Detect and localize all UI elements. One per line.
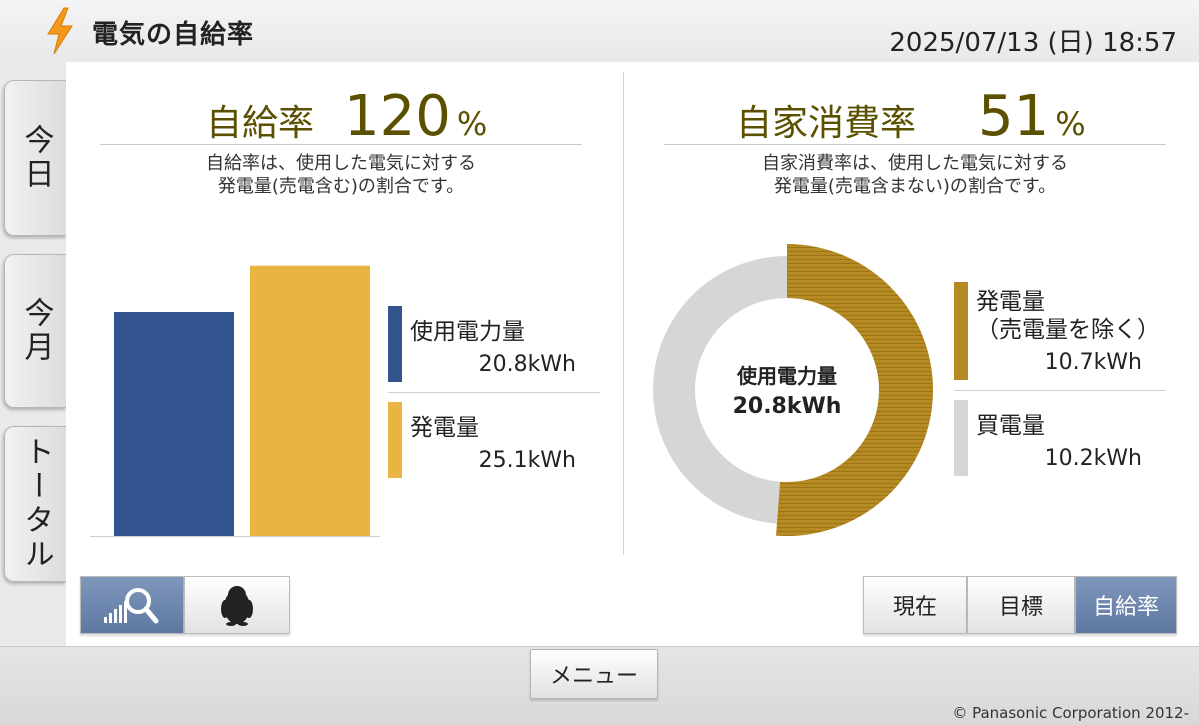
donut-slice-self-consumed bbox=[776, 244, 934, 536]
signal-search-icon bbox=[104, 588, 159, 624]
legend-swatch-self-consumed bbox=[954, 282, 968, 380]
current-button[interactable]: 現在 bbox=[863, 576, 967, 634]
legend-separator-right bbox=[954, 390, 1166, 391]
legend-swatch-purchased bbox=[954, 400, 968, 476]
legend-swatch-generation bbox=[388, 402, 402, 478]
tab-today[interactable]: 今日 bbox=[4, 80, 66, 236]
footer-bar: メニュー © Panasonic Corporation 2012- bbox=[0, 646, 1199, 725]
donut-center-label: 使用電力量 bbox=[737, 364, 837, 388]
header-bar: 電気の自給率 2025/07/13 (日) 18:57 bbox=[0, 0, 1199, 66]
self-consumption-value: 51 bbox=[978, 84, 1050, 149]
character-button[interactable] bbox=[184, 576, 290, 634]
legend-swatch-usage bbox=[388, 306, 402, 382]
copyright-text: © Panasonic Corporation 2012- bbox=[952, 704, 1189, 722]
legend-label-self-consumed: 発電量 （売電量を除く） bbox=[976, 288, 1160, 344]
self-consumption-label: 自家消費率 bbox=[736, 103, 917, 144]
penguin-icon bbox=[221, 586, 253, 626]
tab-total-label: トータル bbox=[18, 436, 54, 572]
self-consumption-unit: % bbox=[1055, 105, 1086, 143]
page-title: 電気の自給率 bbox=[92, 20, 255, 50]
legend-label-generation: 発電量 bbox=[410, 415, 479, 441]
self-consumption-desc-line2: 発電量(売電含まない)の割合です。 bbox=[773, 176, 1057, 197]
self-sufficiency-bar-chart bbox=[90, 265, 380, 537]
tab-today-label: 今日 bbox=[18, 124, 54, 192]
display-mode-buttons: 現在 目標 自給率 bbox=[863, 576, 1177, 634]
datetime-display: 2025/07/13 (日) 18:57 bbox=[889, 28, 1177, 58]
self-consumption-donut-chart bbox=[653, 244, 934, 536]
legend-value-usage: 20.8kWh bbox=[478, 352, 576, 377]
bar-generation bbox=[250, 265, 370, 536]
self-sufficiency-label: 自給率 bbox=[206, 103, 315, 144]
donut-center-value: 20.8kWh bbox=[732, 394, 842, 419]
self-consumption-heading: 自家消費率 51 % bbox=[736, 84, 1086, 149]
self-sufficiency-desc-line2: 発電量(売電含む)の割合です。 bbox=[217, 176, 465, 197]
panel-divider bbox=[623, 72, 624, 555]
view-mode-buttons bbox=[80, 576, 290, 634]
self-sufficiency-button[interactable]: 自給率 bbox=[1075, 576, 1177, 634]
main-panel: 自給率 120 % 自給率は、使用した電気に対する 発電量(売電含む)の割合です… bbox=[66, 62, 1199, 646]
self-sufficiency-desc-line1: 自給率は、使用した電気に対する bbox=[206, 153, 476, 174]
menu-button[interactable]: メニュー bbox=[530, 649, 658, 699]
self-consumption-description: 自家消費率は、使用した電気に対する 発電量(売電含まない)の割合です。 bbox=[664, 152, 1166, 198]
lightning-bolt-icon bbox=[47, 7, 73, 55]
legend-value-generation: 25.1kWh bbox=[478, 448, 576, 473]
self-sufficiency-underline bbox=[100, 144, 582, 145]
self-sufficiency-description: 自給率は、使用した電気に対する 発電量(売電含む)の割合です。 bbox=[100, 152, 582, 198]
target-button[interactable]: 目標 bbox=[967, 576, 1075, 634]
self-sufficiency-value: 120 bbox=[344, 84, 451, 149]
tab-this-month[interactable]: 今月 bbox=[4, 254, 66, 408]
self-consumption-underline bbox=[664, 144, 1166, 145]
legend-separator bbox=[388, 392, 600, 393]
self-consumption-desc-line1: 自家消費率は、使用した電気に対する bbox=[762, 153, 1068, 174]
self-sufficiency-heading: 自給率 120 % bbox=[206, 84, 487, 149]
legend-label-purchased: 買電量 bbox=[976, 413, 1045, 439]
legend-value-self-consumed: 10.7kWh bbox=[1044, 350, 1142, 375]
tab-total[interactable]: トータル bbox=[4, 426, 66, 582]
donut-slice-purchased bbox=[653, 255, 787, 524]
legend-label-self-consumed-line2: （売電量を除く） bbox=[976, 317, 1160, 343]
bar-usage bbox=[114, 312, 234, 536]
graph-search-button[interactable] bbox=[80, 576, 184, 634]
self-sufficiency-unit: % bbox=[456, 105, 488, 143]
legend-label-usage: 使用電力量 bbox=[410, 319, 525, 345]
legend-value-purchased: 10.2kWh bbox=[1044, 446, 1142, 471]
legend-label-self-consumed-line1: 発電量 bbox=[976, 289, 1045, 315]
tab-this-month-label: 今月 bbox=[18, 297, 54, 365]
